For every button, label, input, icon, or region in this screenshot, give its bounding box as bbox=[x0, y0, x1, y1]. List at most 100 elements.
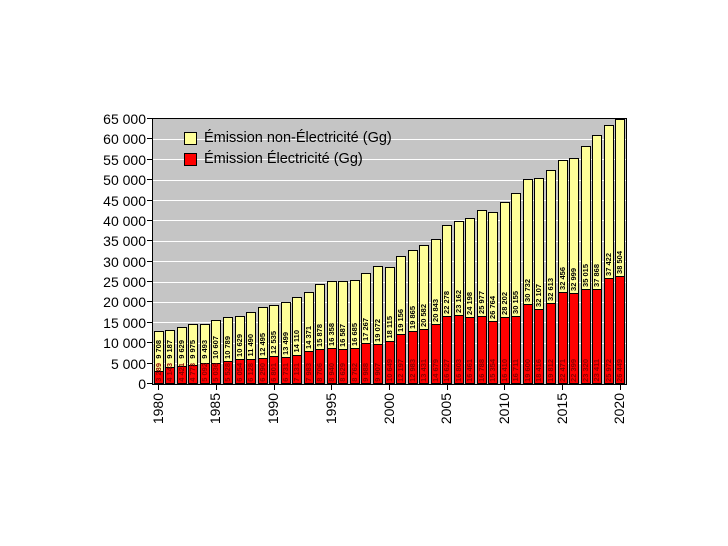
y-axis-label: 55 000 bbox=[103, 151, 146, 168]
bar-value-label-non-electricite: 10 789 bbox=[223, 336, 232, 359]
bar-value-label-non-electricite: 14 110 bbox=[292, 330, 301, 353]
x-axis-tick bbox=[504, 385, 506, 390]
gridline bbox=[153, 159, 626, 161]
bar-segment-non-electricite bbox=[373, 266, 383, 345]
bar-value-label-electricite: 6 801 bbox=[269, 363, 278, 382]
x-axis-label: 1980 bbox=[149, 393, 166, 425]
y-axis-tick bbox=[147, 321, 152, 323]
bar-segment-non-electricite bbox=[246, 312, 256, 360]
x-axis-label: 2000 bbox=[380, 393, 397, 425]
bar-segment-non-electricite bbox=[604, 125, 614, 279]
bar-value-label-electricite: 4 421 bbox=[177, 363, 186, 382]
bar-segment-non-electricite bbox=[500, 202, 510, 318]
legend-item-electricite: Émission Électricité (Gg) bbox=[184, 151, 392, 167]
bar-value-label-electricite: 8 629 bbox=[338, 363, 347, 382]
bar-segment-non-electricite bbox=[200, 324, 210, 364]
bar-value-label-electricite: 6 731 bbox=[281, 363, 290, 382]
y-axis-tick bbox=[147, 219, 152, 221]
bar-value-label-electricite: 7 983 bbox=[304, 363, 313, 382]
bar-value-label-electricite: 19 812 bbox=[546, 359, 555, 382]
y-axis-tick bbox=[147, 260, 152, 262]
bar-value-label-non-electricite: 16 685 bbox=[350, 323, 359, 346]
bar-value-label-electricite: 16 410 bbox=[500, 359, 509, 382]
yellow-swatch-icon bbox=[184, 131, 197, 145]
bar-segment-non-electricite bbox=[408, 250, 418, 332]
bar-value-label-electricite: 23 411 bbox=[592, 359, 601, 382]
bar-value-label-electricite: 10 649 bbox=[385, 359, 394, 382]
y-axis-tick bbox=[147, 179, 152, 181]
bar-value-label-electricite: 9 988 bbox=[361, 363, 370, 382]
y-axis-tick bbox=[147, 301, 152, 303]
bar-segment-non-electricite bbox=[569, 158, 579, 294]
bar-value-label-non-electricite: 26 764 bbox=[488, 296, 497, 319]
bar-segment-non-electricite bbox=[592, 135, 602, 290]
bar-segment-non-electricite bbox=[211, 320, 221, 364]
bar-segment-non-electricite bbox=[477, 210, 487, 317]
x-axis-tick bbox=[389, 385, 390, 390]
bar-value-label-electricite: 22 399 bbox=[569, 359, 578, 382]
bar-value-label-electricite: 25 972 bbox=[604, 359, 613, 382]
bar-segment-non-electricite bbox=[615, 119, 625, 277]
y-axis-tick bbox=[147, 383, 152, 384]
y-axis-label: 40 000 bbox=[103, 212, 146, 229]
bar-value-label-non-electricite: 30 155 bbox=[511, 291, 520, 314]
bar-value-label-non-electricite: 9 493 bbox=[200, 340, 209, 359]
x-axis-tick bbox=[215, 385, 217, 390]
bar-segment-non-electricite bbox=[523, 179, 533, 305]
bar-value-label-non-electricite: 24 198 bbox=[465, 292, 474, 315]
bar-segment-non-electricite bbox=[454, 221, 464, 316]
x-axis-label: 2005 bbox=[438, 393, 455, 425]
bar-segment-non-electricite bbox=[385, 267, 395, 342]
bar-value-label-electricite: 5 092 bbox=[200, 363, 209, 382]
bar-value-label-electricite: 4 143 bbox=[165, 363, 174, 382]
y-axis-label: 5 000 bbox=[110, 355, 146, 372]
bar-value-label-non-electricite: 16 587 bbox=[338, 324, 347, 347]
bar-segment-non-electricite bbox=[281, 302, 291, 358]
bar-value-label-non-electricite: 13 499 bbox=[281, 332, 290, 355]
bar-value-label-electricite: 3 289 bbox=[154, 363, 163, 382]
bar-value-label-electricite: 4 773 bbox=[188, 363, 197, 382]
bar-value-label-non-electricite: 10 629 bbox=[235, 334, 244, 357]
bar-value-label-non-electricite: 28 202 bbox=[500, 292, 509, 315]
legend-label-electricite: Émission Électricité (Gg) bbox=[204, 151, 363, 167]
bar-segment-non-electricite bbox=[188, 324, 198, 366]
bar-value-label-electricite: 5 036 bbox=[211, 363, 220, 382]
bar-value-label-non-electricite: 15 878 bbox=[315, 324, 324, 347]
y-axis-label: 45 000 bbox=[103, 192, 146, 209]
gridline bbox=[153, 179, 626, 181]
bar-value-label-non-electricite: 11 490 bbox=[246, 334, 255, 357]
bar-segment-non-electricite bbox=[581, 146, 591, 290]
gridline bbox=[153, 261, 626, 263]
bar-value-label-electricite: 16 803 bbox=[454, 359, 463, 382]
x-axis-label: 1990 bbox=[265, 393, 282, 425]
bar-value-label-non-electricite: 37 422 bbox=[604, 253, 613, 276]
bar-value-label-non-electricite: 9 187 bbox=[165, 340, 174, 359]
gridline bbox=[153, 220, 626, 222]
x-axis-label: 2015 bbox=[553, 393, 570, 425]
bar-value-label-electricite: 14 679 bbox=[431, 359, 440, 382]
bar-value-label-electricite: 12 983 bbox=[408, 359, 417, 382]
gridline bbox=[153, 138, 626, 140]
y-axis-label: 30 000 bbox=[103, 253, 146, 270]
bar-value-label-non-electricite: 38 504 bbox=[615, 251, 624, 274]
bar-value-label-electricite: 12 197 bbox=[396, 359, 405, 382]
bar-segment-non-electricite bbox=[546, 170, 556, 304]
bar-segment-non-electricite bbox=[488, 212, 498, 322]
bar-value-label-electricite: 8 706 bbox=[315, 363, 324, 382]
bar-value-label-non-electricite: 32 999 bbox=[569, 268, 578, 291]
x-axis-tick bbox=[562, 385, 564, 390]
bar-value-label-non-electricite: 16 358 bbox=[327, 323, 336, 346]
bar-segment-non-electricite bbox=[534, 178, 544, 310]
bar-value-label-electricite: 15 354 bbox=[488, 359, 497, 382]
y-axis-tick bbox=[147, 342, 152, 344]
y-axis-label: 50 000 bbox=[103, 172, 146, 189]
bar-value-label-non-electricite: 30 732 bbox=[523, 279, 532, 302]
y-axis-tick bbox=[147, 281, 152, 283]
bar-segment-non-electricite bbox=[558, 160, 568, 293]
bar-segment-non-electricite bbox=[315, 284, 325, 350]
bar-value-label-non-electricite: 18 115 bbox=[385, 316, 394, 339]
bar-value-label-non-electricite: 32 456 bbox=[558, 267, 567, 290]
bar-value-label-non-electricite: 32 107 bbox=[534, 284, 543, 307]
x-axis-label: 2020 bbox=[611, 393, 628, 425]
y-axis-label: 0 bbox=[138, 376, 146, 392]
